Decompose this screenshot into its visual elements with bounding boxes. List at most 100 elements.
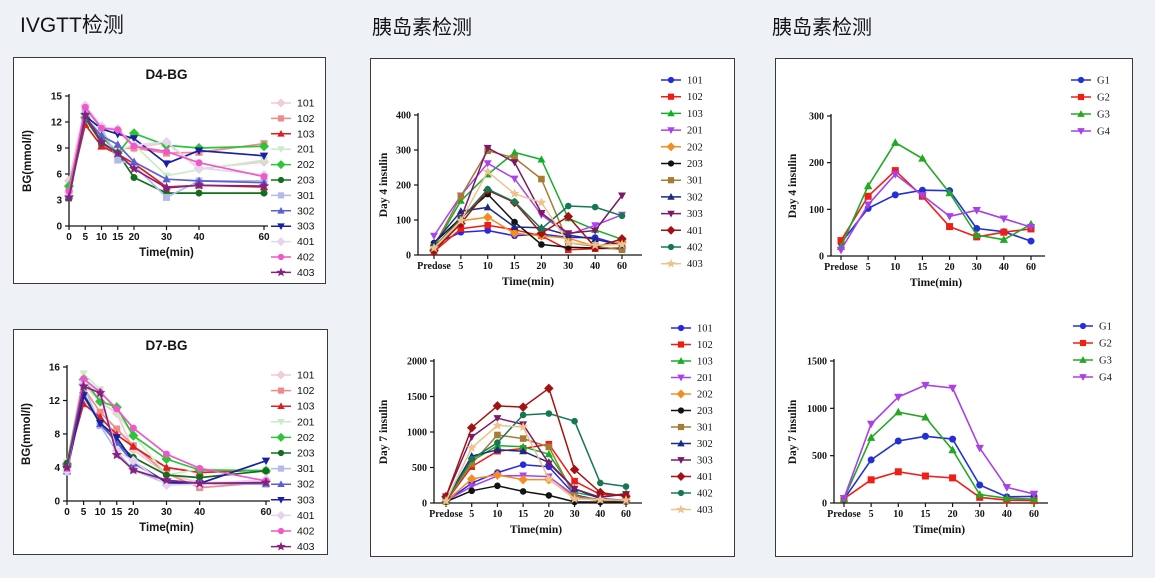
series-line: [840, 189, 1032, 244]
legend-label-301: 301: [687, 176, 703, 187]
y-axis-label: Day 7 insulin: [787, 399, 799, 464]
series-G1: [840, 432, 1038, 503]
svg-text:500: 500: [812, 451, 827, 462]
svg-text:15: 15: [510, 261, 520, 272]
axes: [833, 359, 1048, 504]
svg-text:1000: 1000: [807, 404, 827, 415]
chart-day4-insulin-groups: 0 100 200 300 Predose 5 10 15 20 30 40 60 Time(min) D…: [787, 76, 1111, 290]
y-axis-label: Day 4 insulin: [378, 152, 390, 217]
series-402: [442, 410, 630, 505]
svg-text:200: 200: [396, 181, 411, 192]
legend-label-203: 203: [297, 448, 315, 460]
x-axis-ticks: Predose 5 10 15 20 30 40 60: [417, 255, 627, 272]
svg-text:100: 100: [809, 205, 824, 216]
svg-text:10: 10: [95, 507, 107, 518]
series-line: [66, 385, 267, 485]
svg-text:40: 40: [595, 509, 605, 520]
svg-text:30: 30: [161, 232, 173, 243]
y-axis-ticks: 0 4 8 12 16: [49, 363, 67, 508]
svg-text:10: 10: [96, 232, 108, 243]
x-axis-label: Time(min): [502, 276, 554, 288]
legend-label-402: 402: [697, 489, 713, 500]
svg-text:10: 10: [492, 509, 502, 520]
svg-text:0: 0: [822, 499, 827, 510]
legend: 101 102 103 201 202 203 301 302 303 401 402 403: [271, 370, 315, 553]
svg-text:2000: 2000: [407, 357, 427, 368]
svg-text:0: 0: [56, 222, 62, 233]
legend: 101 102 103 201 202 203 301 302 303 401 402 403: [271, 98, 315, 279]
x-axis-label: Time(min): [139, 247, 194, 259]
legend-label-301: 301: [297, 463, 315, 475]
svg-text:8: 8: [54, 430, 60, 441]
chart-title: D4-BG: [145, 67, 187, 82]
svg-text:10: 10: [893, 509, 903, 520]
legend-label-G1: G1: [1099, 322, 1112, 333]
svg-text:40: 40: [193, 232, 205, 243]
svg-text:1500: 1500: [407, 392, 427, 403]
series-line: [445, 412, 627, 502]
y-axis-ticks: 0 100 200 300 400: [396, 111, 418, 262]
legend-label-303: 303: [687, 209, 703, 220]
y-axis-ticks: 0 100 200 300: [809, 112, 831, 263]
legend: 101 102 103 201 202 203 301 302 303 401 402 403: [661, 76, 703, 270]
series-line: [445, 424, 627, 502]
svg-text:15: 15: [917, 262, 927, 273]
svg-text:60: 60: [1029, 509, 1039, 520]
svg-text:20: 20: [544, 509, 554, 520]
svg-text:15: 15: [518, 509, 528, 520]
legend-label-303: 303: [297, 221, 315, 233]
series-line: [433, 188, 623, 248]
series-403: [63, 109, 270, 202]
series-403: [429, 166, 627, 253]
legend-label-301: 301: [697, 423, 713, 434]
legend-label-G2: G2: [1097, 93, 1110, 104]
svg-text:20: 20: [128, 507, 140, 518]
legend-label-101: 101: [297, 98, 315, 110]
legend-label-202: 202: [697, 390, 713, 401]
series-line: [433, 189, 623, 252]
legend-label-101: 101: [297, 370, 315, 382]
svg-text:30: 30: [161, 507, 173, 518]
x-axis-ticks: Predose 5 10 15 20 30 40 60: [824, 256, 1036, 273]
svg-text:Predose: Predose: [824, 262, 858, 273]
legend-label-403: 403: [697, 505, 713, 516]
x-axis-label: Time(min): [910, 277, 962, 289]
legend-label-201: 201: [297, 416, 315, 428]
x-axis-label: Time(min): [139, 522, 194, 534]
legend-label-401: 401: [697, 472, 713, 483]
legend-label-202: 202: [297, 159, 315, 171]
legend-label-301: 301: [297, 190, 315, 202]
legend-label-202: 202: [687, 142, 703, 153]
panel-insulin-individual: 0 100 200 300 400 Predose 5 10 15 20 30 40 60 Time(mi…: [370, 58, 735, 557]
axes: [433, 359, 642, 504]
svg-text:0: 0: [54, 497, 60, 508]
legend-label-G1: G1: [1097, 76, 1110, 87]
legend-label-403: 403: [687, 259, 703, 270]
svg-text:30: 30: [972, 262, 982, 273]
legend-label-401: 401: [687, 226, 703, 237]
svg-text:10: 10: [483, 261, 493, 272]
legend-label-202: 202: [297, 432, 315, 444]
chart-day7-insulin-all: 0 500 1000 1500 2000 Predose 5 10 15 20 30 40 60 Time…: [378, 324, 713, 537]
legend-label-101: 101: [687, 76, 703, 87]
legend-label-201: 201: [687, 126, 703, 137]
legend-label-103: 103: [687, 109, 703, 120]
svg-text:0: 0: [64, 507, 70, 518]
svg-text:15: 15: [51, 92, 63, 103]
chart-day4-insulin-all: 0 100 200 300 400 Predose 5 10 15 20 30 40 60 Time(mi…: [378, 76, 703, 289]
legend-label-101: 101: [697, 324, 713, 335]
legend-label-102: 102: [297, 113, 315, 125]
series-line: [433, 206, 623, 246]
legend-label-303: 303: [297, 494, 315, 506]
svg-text:30: 30: [563, 261, 573, 272]
legend-label-203: 203: [687, 159, 703, 170]
svg-text:20: 20: [945, 262, 955, 273]
legend-label-203: 203: [297, 175, 315, 187]
series-403: [441, 420, 631, 506]
legend-label-103: 103: [297, 401, 315, 413]
svg-text:0: 0: [406, 251, 411, 262]
legend-label-402: 402: [297, 252, 315, 264]
svg-text:5: 5: [82, 232, 88, 243]
